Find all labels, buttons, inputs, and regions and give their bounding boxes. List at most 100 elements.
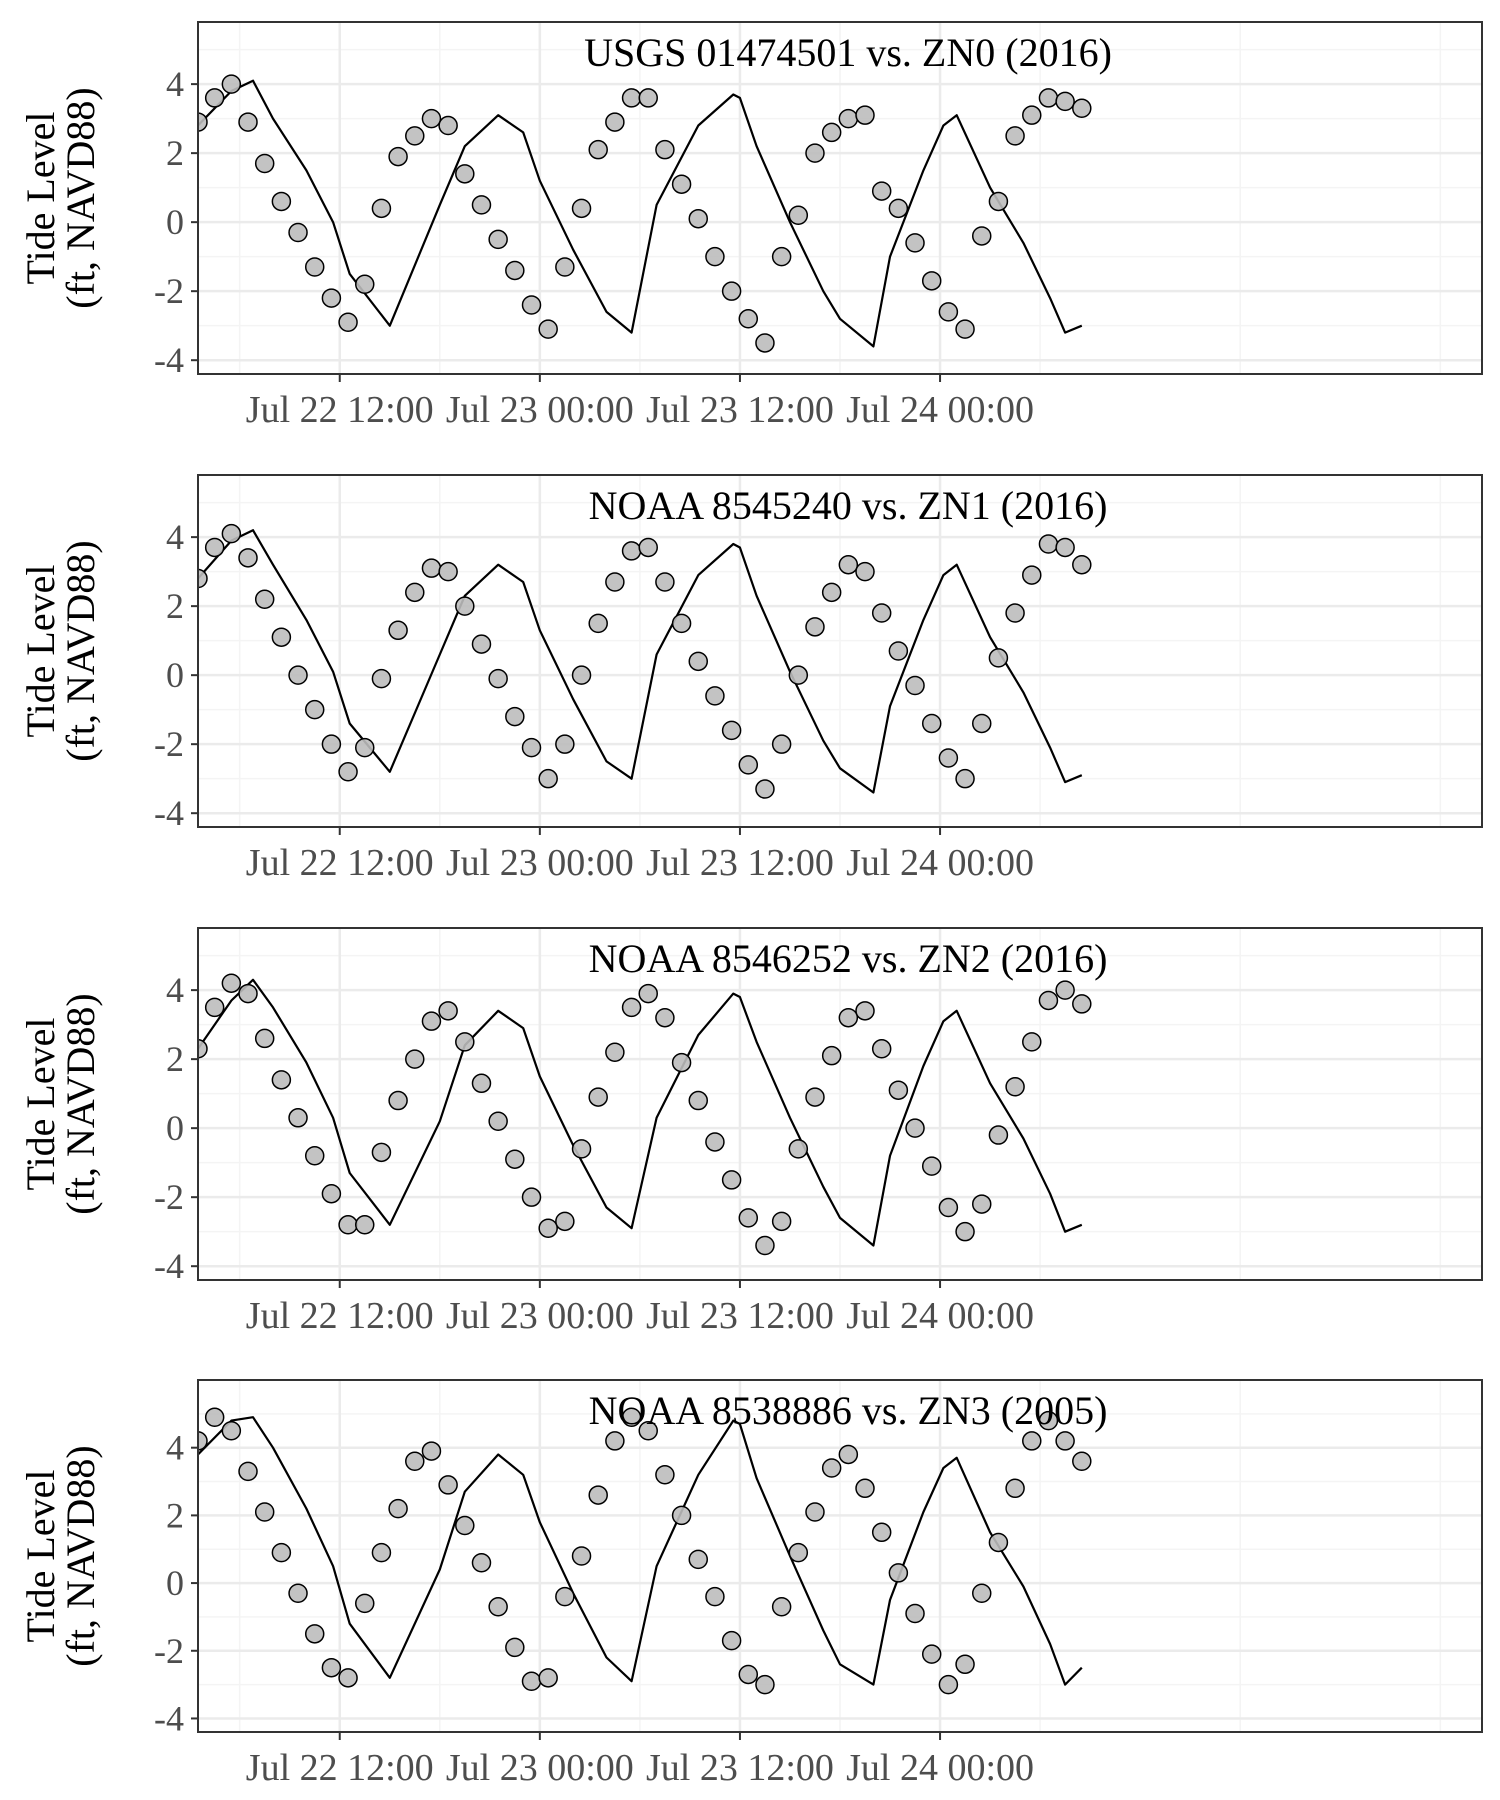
data-point [605,572,625,592]
data-point [555,257,575,277]
data-point [471,634,492,654]
data-point [571,1546,592,1566]
data-point [638,1421,658,1441]
chart-panel-3: -4 -2 0 2 4 Jul 22 12:00 Jul 23 00:00 Jul 23 12… [18,1379,1483,1789]
data-point [671,1052,692,1073]
data-point [638,537,658,558]
data-point [621,997,642,1018]
data-point [888,1080,909,1100]
data-point [571,198,592,219]
data-point [688,1090,709,1111]
y-tick-label: 0 [166,655,184,695]
data-point [771,1211,792,1232]
data-point [521,1671,542,1691]
data-point [238,112,258,132]
y-axis-title: Tide Level [18,1018,63,1191]
data-point [271,191,292,212]
data-point [855,561,875,582]
y-tick-label: 4 [166,517,184,557]
data-point [871,181,892,201]
data-point [405,1049,425,1069]
data-point [1038,534,1059,554]
x-tick-label: Jul 24 00:00 [846,389,1034,431]
data-point [271,1070,292,1090]
data-point [204,537,225,558]
data-point [471,195,492,215]
series-line [198,79,1083,348]
data-point [488,668,508,689]
data-point [538,1668,558,1688]
data-point [871,603,892,623]
data-point [238,1461,258,1482]
data-point [254,1028,275,1049]
data-point [855,1001,875,1021]
y-tick-label: -4 [154,793,184,833]
data-point [555,734,575,754]
data-point [838,554,859,575]
data-point [488,1111,508,1132]
data-point [655,139,675,160]
data-point [688,1549,709,1570]
data-point [304,257,325,277]
data-point [671,174,692,194]
x-tick-label: Jul 23 12:00 [646,1295,834,1337]
data-point [338,312,358,332]
data-point [471,1073,492,1094]
data-point [605,1431,625,1451]
data-point [655,1465,675,1485]
data-point [204,997,225,1018]
data-point [321,288,342,308]
x-tick-label: Jul 23 12:00 [646,389,834,431]
data-point [621,541,642,561]
data-point [198,112,208,132]
data-point [955,1654,975,1675]
data-point [438,1475,458,1495]
data-point [455,164,475,184]
data-point [821,122,842,143]
data-point [488,1597,508,1617]
data-point [955,1221,975,1242]
data-point [921,1156,942,1176]
y-tick-label: 2 [166,133,184,173]
data-point [971,1194,992,1214]
data-point [455,596,475,616]
data-point [938,1674,959,1695]
data-point [838,108,859,129]
data-point [905,233,925,253]
data-point [638,983,658,1004]
data-point [805,1502,825,1522]
data-point [871,1039,892,1059]
data-point [905,675,925,696]
data-point [421,1441,442,1461]
data-point [888,1563,909,1583]
data-point [671,1505,692,1526]
data-point [821,1045,842,1066]
data-point [655,1007,675,1028]
data-point [805,617,825,637]
data-point [755,1235,775,1256]
y-tick-label: 0 [166,1563,184,1603]
data-point [988,648,1009,668]
x-tick-label: Jul 23 00:00 [446,389,634,431]
data-point [204,1407,225,1427]
data-point [304,699,325,720]
data-point [371,198,392,219]
data-point [371,668,392,689]
data-point [238,983,258,1004]
x-tick-label: Jul 23 00:00 [446,1747,634,1789]
data-point [238,548,258,568]
data-point [1005,603,1025,623]
data-point [355,1593,375,1614]
data-point [254,153,275,174]
data-point [688,651,709,672]
x-tick-label: Jul 23 12:00 [646,842,834,884]
x-tick-label: Jul 22 12:00 [246,1295,434,1337]
y-axis-title: (ft, NAVD88) [58,87,103,308]
data-point [971,713,992,734]
data-point [321,1657,342,1678]
data-point [705,686,725,706]
panel-border [197,1379,1483,1733]
data-point [505,706,525,727]
data-point [405,126,425,146]
